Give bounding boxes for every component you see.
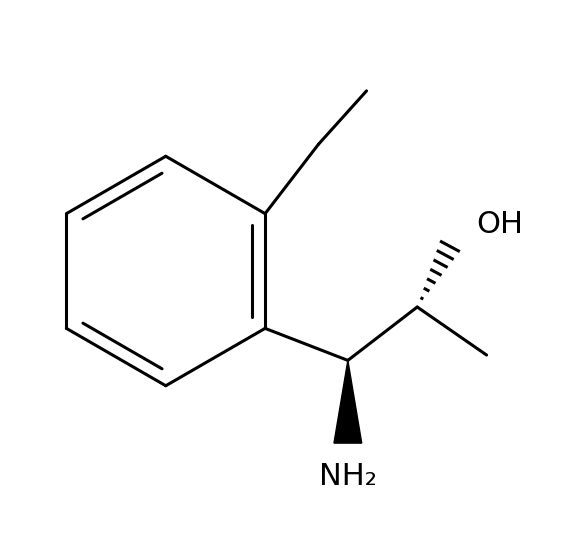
Text: NH₂: NH₂: [319, 462, 377, 491]
Text: OH: OH: [476, 210, 523, 239]
Polygon shape: [334, 360, 362, 443]
